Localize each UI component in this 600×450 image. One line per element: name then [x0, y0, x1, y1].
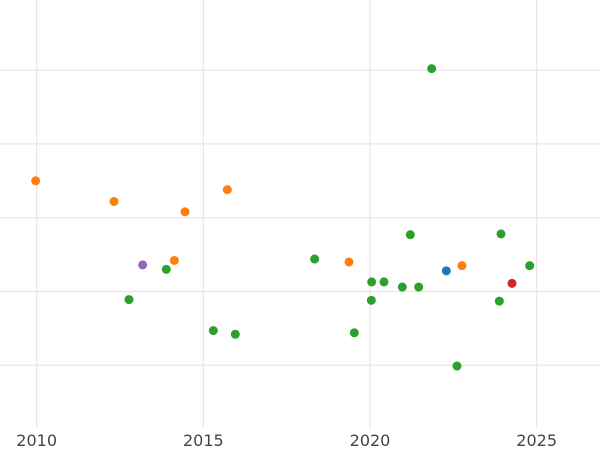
data-point — [496, 229, 506, 239]
data-point — [208, 326, 218, 336]
data-point — [525, 261, 535, 271]
data-point — [367, 277, 377, 287]
data-point — [138, 260, 148, 270]
data-point — [457, 261, 467, 271]
data-points — [31, 64, 535, 371]
data-point — [180, 207, 190, 217]
data-point — [494, 296, 504, 306]
data-point — [441, 266, 451, 276]
x-axis-ticks: 2010 2015 2020 2025 — [16, 431, 557, 450]
data-point — [414, 282, 424, 292]
data-point — [31, 176, 41, 186]
data-point — [366, 295, 376, 305]
x-tick-label: 2020 — [350, 431, 391, 450]
data-point — [405, 230, 415, 240]
data-point — [109, 196, 119, 206]
data-point — [397, 282, 407, 292]
data-point — [379, 277, 389, 287]
data-point — [230, 329, 240, 339]
data-point — [310, 254, 320, 264]
x-tick-label: 2010 — [16, 431, 57, 450]
data-point — [344, 257, 354, 267]
data-point — [222, 185, 232, 195]
data-point — [507, 278, 517, 288]
grid — [0, 0, 600, 428]
data-point — [452, 361, 462, 371]
x-tick-label: 2025 — [516, 431, 557, 450]
data-point — [427, 64, 437, 74]
data-point — [169, 255, 179, 265]
data-point — [161, 264, 171, 274]
data-point — [349, 328, 359, 338]
data-point — [124, 295, 134, 305]
x-tick-label: 2015 — [183, 431, 224, 450]
